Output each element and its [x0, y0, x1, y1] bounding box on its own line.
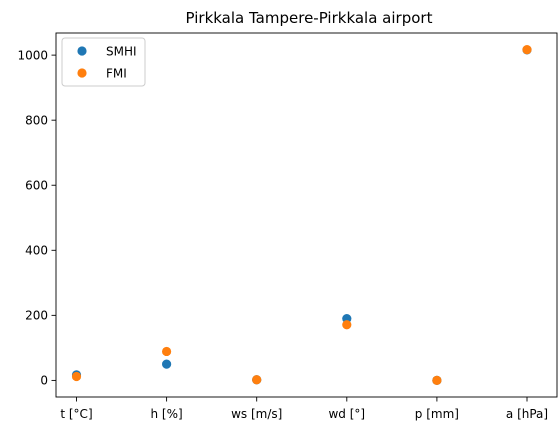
- legend-label-fmi: FMI: [106, 66, 127, 80]
- point-fmi-5: [522, 44, 532, 55]
- legend-marker-smhi: [77, 46, 87, 56]
- y-tick-label: 800: [25, 113, 48, 127]
- point-fmi-4: [432, 375, 442, 386]
- point-fmi-0: [71, 371, 82, 382]
- y-tick-label: 1000: [17, 48, 48, 62]
- plot-area: [71, 44, 532, 386]
- y-tick-label: 0: [40, 374, 48, 388]
- x-tick-label: h [%]: [151, 407, 183, 421]
- x-tick-label: t [°C]: [60, 407, 92, 421]
- legend: SMHI FMI: [61, 37, 146, 87]
- legend-label-smhi: SMHI: [106, 44, 137, 58]
- point-fmi-3: [342, 320, 352, 330]
- point-smhi-1: [162, 359, 172, 369]
- series-smhi: [71, 45, 532, 386]
- x-tick-label: a [hPa]: [506, 407, 548, 421]
- y-tick-label: 400: [25, 244, 48, 258]
- y-tick-label: 600: [25, 179, 48, 193]
- y-tick-label: 200: [25, 309, 48, 323]
- axes: 0 200 400 600 800 1000 t [°C] h [%] ws [m/s] wd […: [17, 32, 558, 421]
- axes-frame: [55, 32, 558, 398]
- x-tick-label: p [mm]: [415, 407, 459, 421]
- point-fmi-2: [252, 375, 262, 385]
- x-tick-label: wd [°]: [328, 407, 365, 421]
- point-fmi-1: [162, 346, 172, 357]
- chart-title: Pirkkala Tampere-Pirkkala airport: [186, 9, 433, 27]
- legend-marker-fmi: [77, 68, 87, 78]
- x-tick-label: ws [m/s]: [231, 407, 282, 421]
- series-fmi: [71, 44, 532, 386]
